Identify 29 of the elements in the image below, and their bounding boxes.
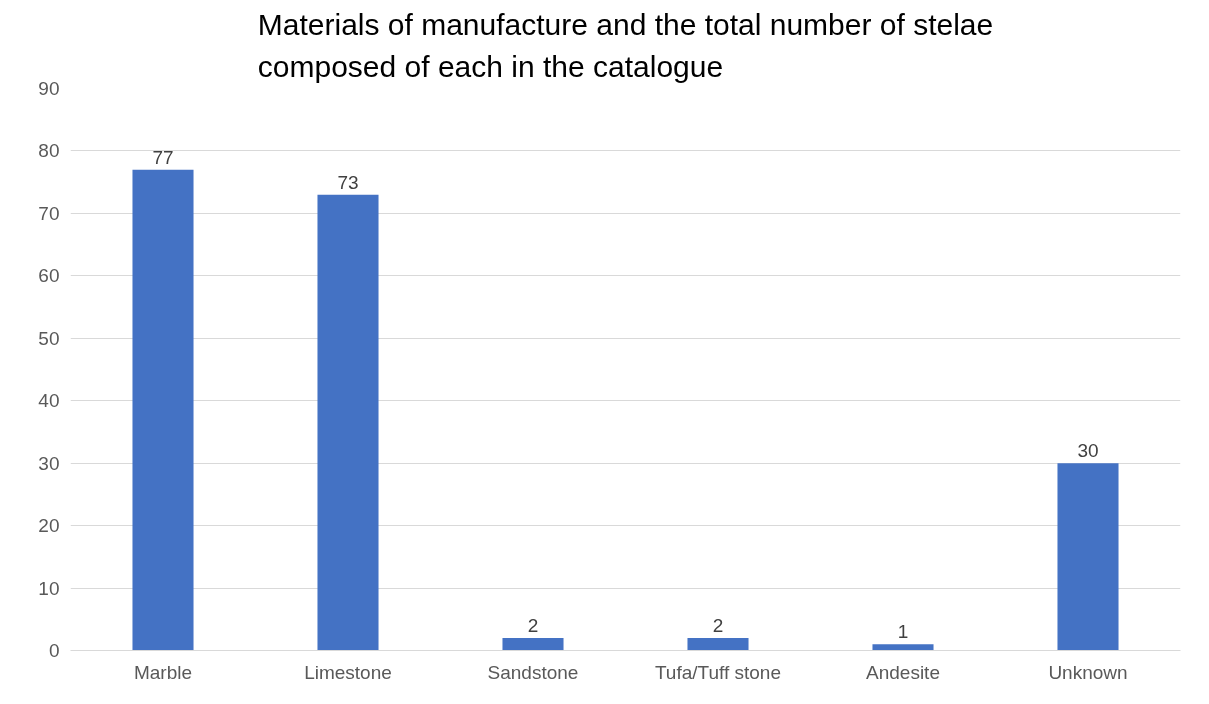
x-tick-label: Tufa/Tuff stone [654, 661, 782, 683]
x-tick-label: Sandstone [487, 661, 579, 683]
data-label: 1 [897, 621, 909, 643]
bar [687, 638, 749, 651]
bar [1057, 463, 1119, 651]
y-tick-label: 60 [38, 265, 60, 287]
bar [872, 644, 934, 651]
bar [132, 169, 194, 651]
y-tick-label: 80 [38, 140, 60, 162]
y-tick-label: 10 [38, 577, 60, 599]
y-tick-label: 30 [38, 452, 60, 474]
chart-title: Materials of manufacture and the total number of stelae composed of each in the catalogue [257, 7, 994, 84]
data-label: 30 [1077, 440, 1099, 462]
x-tick-label: Andesite [866, 661, 940, 683]
y-tick-label: 70 [38, 202, 60, 224]
y-tick-label: 20 [38, 515, 60, 537]
y-tick-label: 50 [38, 327, 60, 349]
data-label: 2 [712, 615, 724, 637]
data-label: 77 [152, 146, 174, 168]
y-tick-label: 40 [38, 390, 60, 412]
y-tick-label: 0 [48, 640, 60, 661]
bar [317, 194, 379, 651]
y-tick-label: 90 [38, 78, 60, 99]
data-label: 73 [337, 171, 359, 193]
bar [502, 638, 564, 651]
x-tick-label: Marble [133, 661, 193, 683]
x-tick-label: Limestone [304, 661, 392, 683]
data-label: 2 [527, 615, 539, 637]
x-tick-label: Unknown [1048, 661, 1128, 683]
